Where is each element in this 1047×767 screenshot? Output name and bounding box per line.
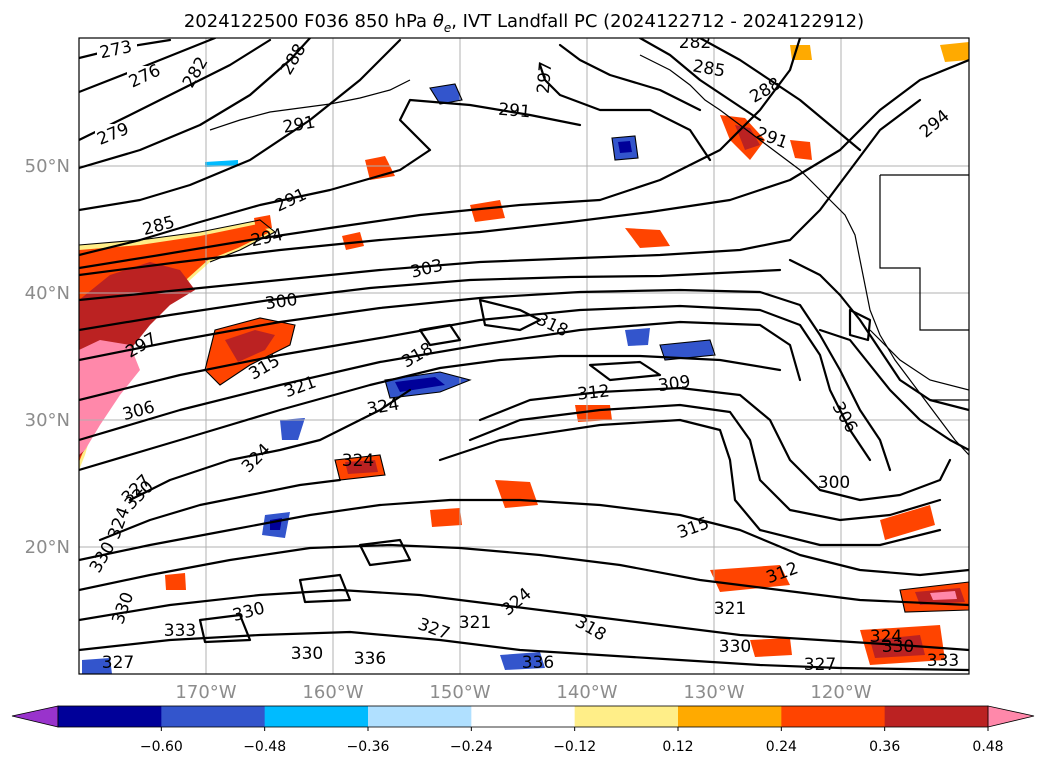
colorbar-segment	[58, 706, 162, 727]
colorbar-extend-low	[11, 705, 59, 728]
contour-label: 327	[102, 653, 134, 673]
colorbar-label: 0.24	[766, 739, 797, 755]
colorbar-segment	[678, 706, 782, 727]
colorbar-label: −0.24	[450, 739, 493, 755]
contour-label: 333	[164, 621, 196, 641]
contour-label: 336	[354, 649, 386, 669]
contour-label: 297	[534, 61, 557, 95]
title-theta: θ	[433, 11, 444, 32]
lat-axis: 50°N 40°N 30°N 20°N	[25, 156, 70, 558]
contour-label: 321	[459, 613, 491, 633]
contour-label: 324	[870, 627, 902, 647]
title-suffix: , IVT Landfall PC (2024122712 - 20241229…	[451, 11, 864, 32]
colorbar-segment	[264, 706, 369, 727]
lon-label: 130°W	[683, 682, 744, 703]
colorbar-label: 0.48	[972, 739, 1003, 755]
lon-axis: 170°W 160°W 150°W 140°W 130°W 120°W	[175, 682, 871, 703]
contour-label: 300	[264, 290, 299, 314]
colorbar-label: −0.48	[243, 739, 286, 755]
colorbar-segment	[574, 706, 679, 727]
colorbar-extend-high	[987, 705, 1035, 728]
contour-label: 336	[522, 653, 554, 673]
lat-label: 50°N	[25, 156, 70, 177]
colorbar-segment	[471, 706, 576, 727]
title-subscript: e	[444, 21, 451, 35]
colorbar-segment	[161, 706, 266, 727]
lon-label: 150°W	[429, 682, 490, 703]
colorbar-segment	[781, 706, 886, 727]
colorbar-segment	[368, 706, 472, 727]
colorbar-label: −0.60	[140, 739, 183, 755]
lat-label: 30°N	[25, 410, 70, 431]
lon-label: 170°W	[175, 682, 236, 703]
colorbar-label: −0.36	[347, 739, 390, 755]
lon-label: 140°W	[556, 682, 617, 703]
lat-label: 40°N	[25, 283, 70, 304]
colorbar: −0.60 −0.48 −0.36 −0.24 −0.12 0.12 0.24 0.36 0.4…	[11, 705, 1035, 755]
lon-label: 160°W	[302, 682, 363, 703]
theta-e-contours	[79, 38, 969, 672]
contour-label: 324	[342, 451, 374, 471]
lon-label: 120°W	[810, 682, 871, 703]
title-prefix: 2024122500 F036 850 hPa	[184, 11, 433, 32]
map-frame	[78, 37, 970, 675]
contour-label: 330	[291, 644, 323, 664]
contour-label: 330	[719, 637, 751, 657]
colorbar-label: −0.12	[553, 739, 596, 755]
contour-label: 300	[818, 473, 850, 493]
contour-label: 312	[576, 381, 610, 404]
contour-label: 291	[497, 100, 531, 123]
contour-label: 309	[657, 372, 692, 396]
contour-label: 282	[679, 33, 711, 53]
colorbar-label: 0.12	[662, 739, 693, 755]
contour-label: 330	[882, 637, 914, 657]
colorbar-label: 0.36	[869, 739, 900, 755]
shading-positive	[79, 42, 969, 665]
map-panel: 273 276 279 282 288 291 291 285 294 297 …	[78, 33, 970, 675]
figure-title: 2024122500 F036 850 hPa θe, IVT Landfall…	[184, 11, 864, 35]
contour-label: 327	[804, 655, 836, 675]
coastlines	[209, 54, 969, 456]
contour-label: 321	[714, 599, 746, 619]
colorbar-segment	[884, 706, 989, 727]
contour-label: 333	[927, 651, 959, 671]
shading-outlines	[79, 83, 969, 613]
lat-label: 20°N	[25, 537, 70, 558]
